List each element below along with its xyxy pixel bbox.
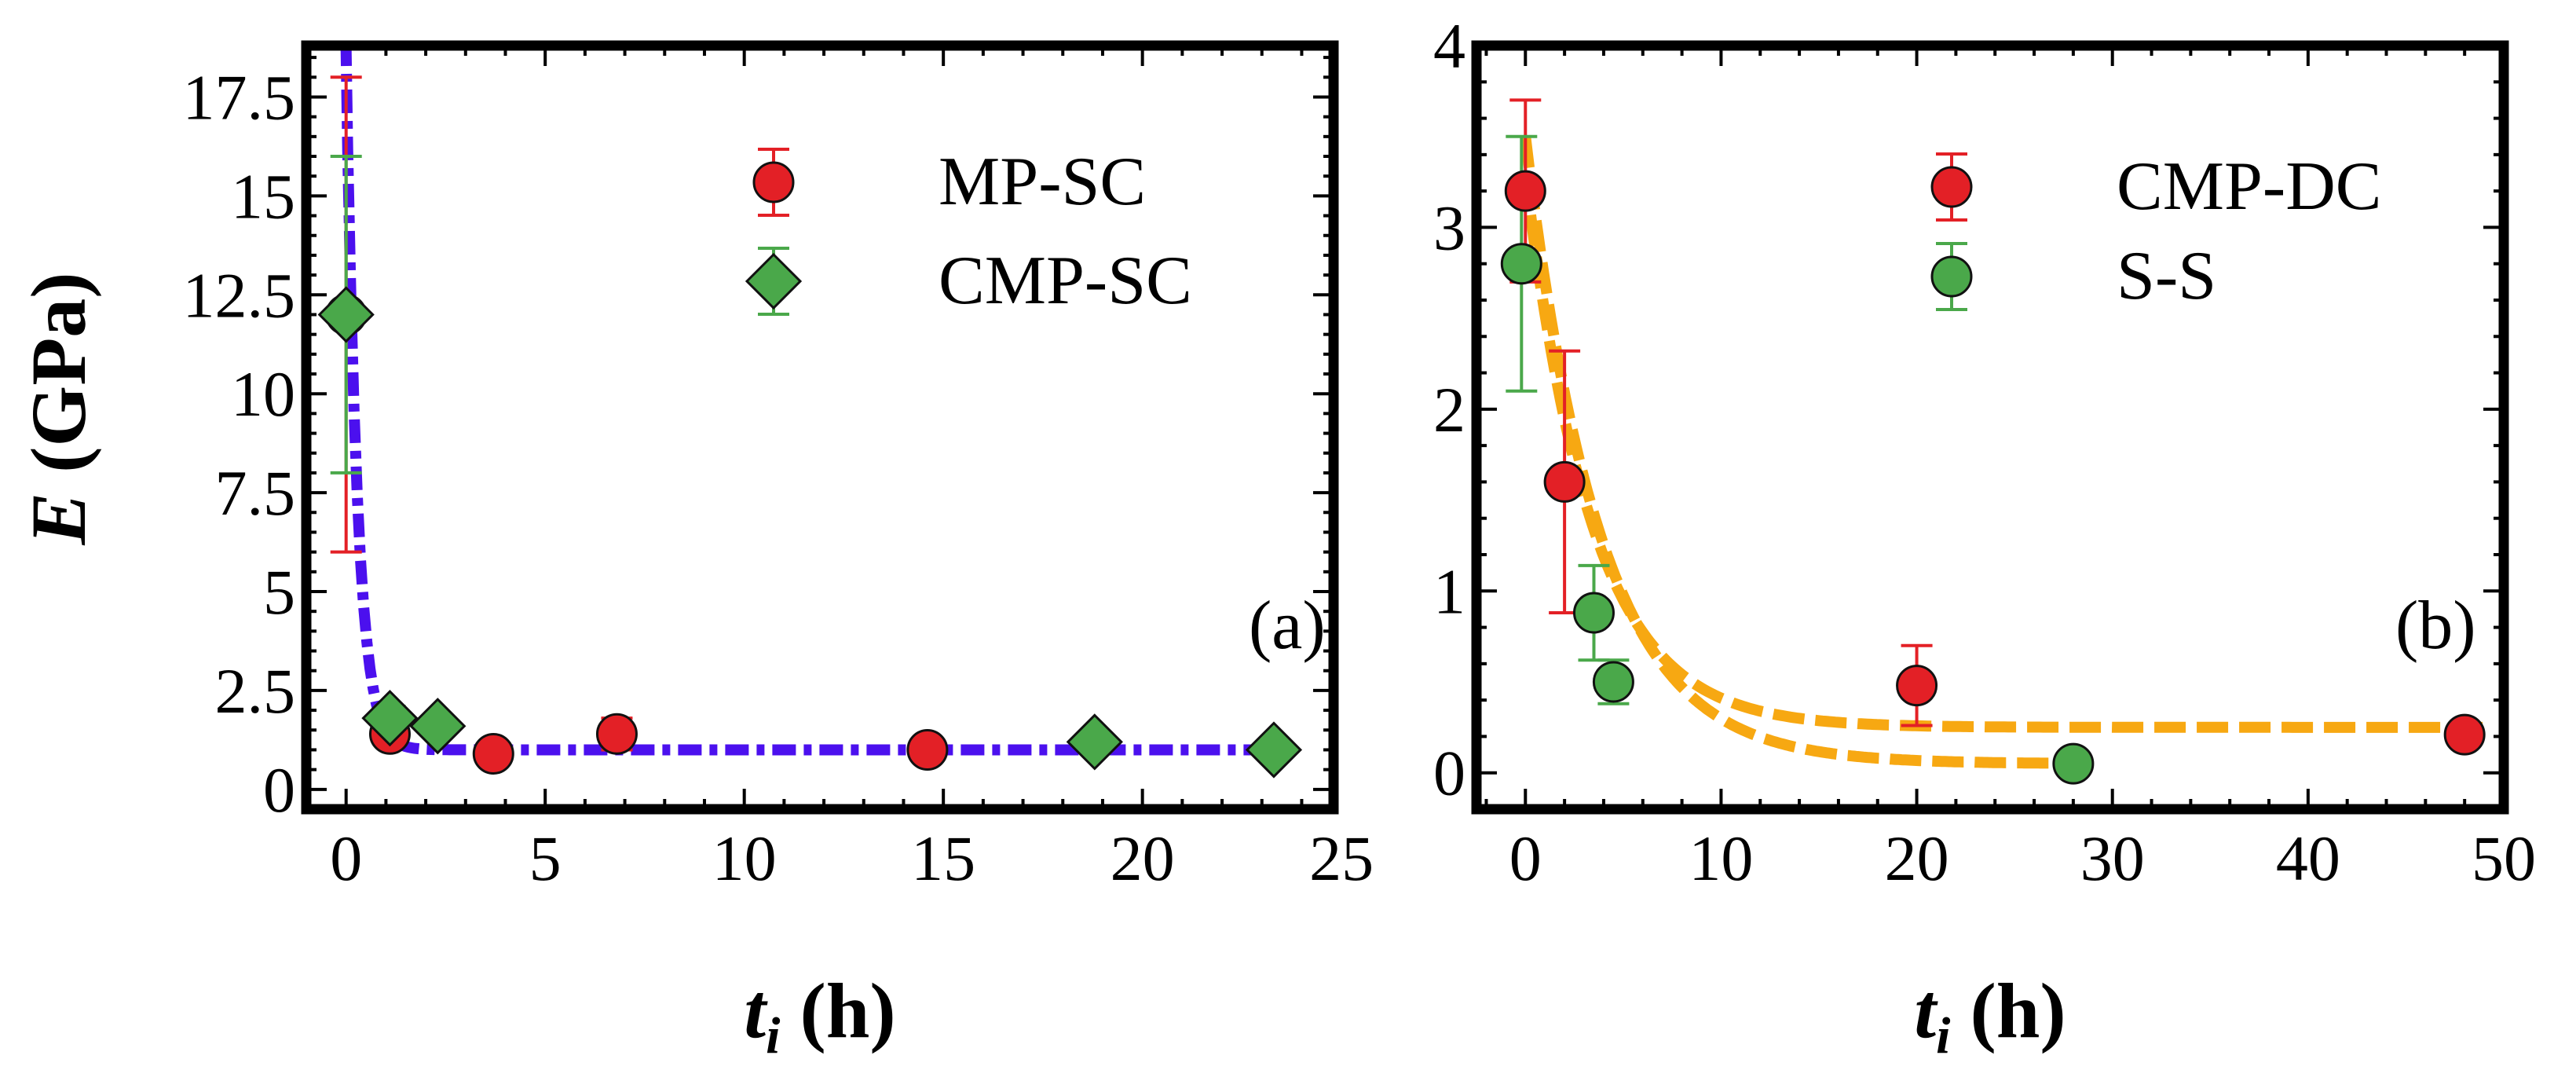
y-tick-label: 12.5: [183, 259, 296, 331]
legend-marker: [752, 161, 795, 203]
panel-label: (a): [1249, 588, 1326, 664]
series-mp-sc: [330, 75, 633, 752]
markers-mp-sc: [325, 293, 949, 775]
x-tick-label: 30: [2080, 823, 2145, 894]
y-tick-label: 2: [1433, 374, 1465, 445]
y-axis-label: E (GPa): [15, 272, 102, 545]
data-point: [2443, 713, 2486, 756]
y-tick-label: 5: [263, 556, 295, 628]
markers-s-s: [1500, 243, 2095, 785]
data-point: [1245, 721, 1303, 779]
legend: CMP-DC S-S: [1930, 148, 2381, 314]
x-axis-label: ti (h): [744, 967, 895, 1065]
data-point: [2052, 742, 2095, 785]
fit-curves: [340, 46, 1294, 756]
fit-line: [1520, 135, 2073, 769]
y-tick-label: 1: [1433, 555, 1465, 627]
data-point: [1543, 460, 1586, 503]
x-tick-label: 0: [1509, 823, 1542, 894]
legend-label: CMP-DC: [2117, 148, 2381, 225]
data-point: [409, 698, 467, 755]
legend-marker: [1930, 255, 1973, 298]
legend-label: S-S: [2117, 238, 2216, 314]
markers-cmp-dc: [1504, 170, 2486, 756]
fit-line: [1520, 172, 2485, 733]
x-tick-label: 10: [712, 823, 777, 894]
legend-marker: [1930, 166, 1973, 208]
x-tick-label: 5: [529, 823, 562, 894]
y-tick-label: 10: [231, 358, 295, 430]
fit-line: [340, 46, 1294, 756]
panel-label: (b): [2395, 588, 2476, 664]
data-point: [317, 286, 375, 343]
data-point: [1572, 592, 1615, 634]
legend-marker: [745, 252, 803, 310]
legend-label: CMP-SC: [939, 243, 1192, 319]
legend-label: MP-SC: [939, 144, 1146, 220]
legend: MP-SC CMP-SC: [745, 144, 1192, 319]
x-tick-label: 25: [1309, 823, 1374, 894]
fit-curves: [1520, 135, 2485, 769]
y-tick-label: 15: [231, 160, 295, 232]
x-tick-label: 0: [330, 823, 362, 894]
y-tick-label: 2.5: [215, 655, 296, 727]
data-point: [361, 690, 419, 747]
plot-frame: [1471, 40, 2509, 815]
data-point: [1592, 661, 1634, 703]
data-point: [1896, 665, 1938, 707]
legend-item: CMP-DC: [1930, 148, 2381, 225]
plot-frame: [301, 40, 1339, 815]
axis-ticks: [305, 46, 1334, 809]
data-point: [472, 732, 514, 775]
data-point: [906, 728, 949, 771]
y-axis-label-text: E (GPa): [15, 272, 102, 545]
markers-cmp-sc: [317, 286, 1303, 779]
data-point: [1504, 170, 1546, 212]
x-tick-label: 40: [2276, 823, 2340, 894]
y-tick-label: 3: [1433, 192, 1465, 263]
legend-item: CMP-SC: [745, 243, 1192, 319]
y-tick-label: 17.5: [183, 61, 296, 133]
data-point: [1500, 243, 1542, 285]
x-tick-label: 15: [911, 823, 975, 894]
x-tick-label: 50: [2472, 823, 2536, 894]
x-tick-label: 20: [1885, 823, 1949, 894]
data-point: [1066, 713, 1123, 771]
data-point: [595, 713, 638, 755]
y-tick-label: 0: [1433, 738, 1465, 809]
x-tick-label: 10: [1689, 823, 1753, 894]
y-tick-label: 7.5: [215, 457, 296, 529]
y-tick-label: 0: [263, 754, 295, 826]
x-tick-label: 20: [1111, 823, 1175, 894]
panel-a: 0 5 10 15 20 25 0 2.5 5 7.5 10 12.5 15 17.5 ti (h) MP-S…: [183, 40, 1374, 1065]
y-tick-label: 4: [1433, 10, 1465, 82]
legend-item: MP-SC: [752, 144, 1146, 220]
x-axis-label: ti (h): [1914, 967, 2066, 1065]
panel-b: 0 10 20 30 40 50 0 1 2 3 4 ti (h) CMP-DC S-S (b): [1433, 10, 2536, 1065]
legend-item: S-S: [1930, 238, 2216, 314]
